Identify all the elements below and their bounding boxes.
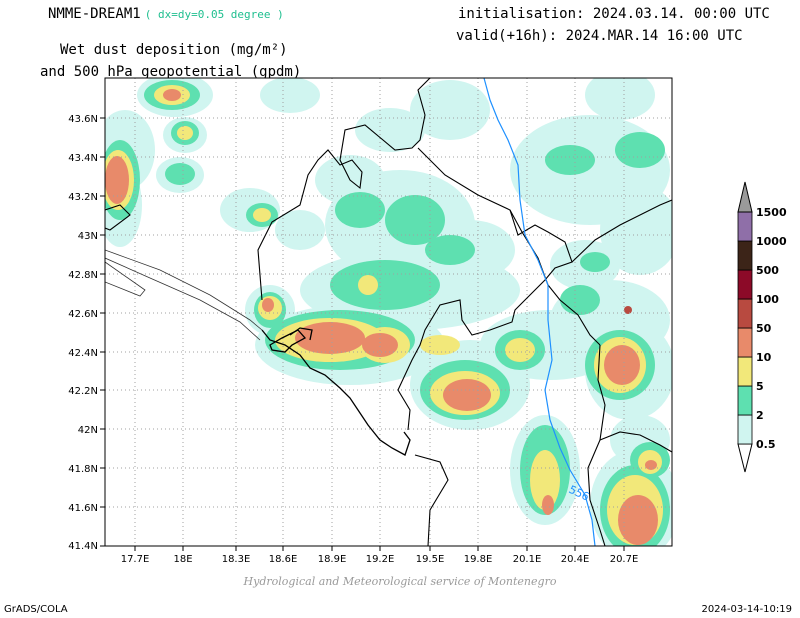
coastline	[261, 327, 411, 456]
grid-resolution-note: ( dx=dy=0.05 degree )	[144, 8, 284, 21]
lat-lon-grid	[105, 78, 672, 546]
software-credit: GrADS/COLA	[4, 604, 68, 615]
colorbar-under-arrow	[737, 443, 753, 473]
valid-time: valid(+16h): 2024.MAR.14 16:00 UTC	[456, 28, 743, 44]
colorbar-label: 1000	[756, 235, 787, 248]
lon-label: 17.7E	[121, 554, 150, 565]
lat-label: 42.2N	[68, 386, 98, 397]
lon-label: 18.9E	[318, 554, 347, 565]
lat-label: 43.4N	[68, 153, 98, 164]
lat-label: 43.6N	[68, 114, 98, 125]
colorbar-label: 5	[756, 380, 764, 393]
lon-label: 19.8E	[464, 554, 493, 565]
colorbar-segment	[737, 356, 753, 387]
colorbar-segment	[737, 240, 753, 271]
lon-label: 18E	[173, 554, 192, 565]
colorbar-legend: 0.5 2 5 10 50 100 500 1000 1500	[737, 181, 787, 473]
colorbar-label: 500	[756, 264, 779, 277]
map-title-line2: and 500 hPa geopotential (gpdm)	[40, 64, 302, 80]
colorbar-label: 2	[756, 409, 764, 422]
latitude-axis: 43.6N 43.4N 43.2N 43N 42.8N 42.6N 42.4N …	[68, 114, 105, 552]
lat-label: 41.4N	[68, 541, 98, 552]
italy-coast	[105, 249, 263, 341]
lat-label: 42.8N	[68, 270, 98, 281]
lon-label: 19.2E	[366, 554, 395, 565]
country-borders	[105, 78, 672, 546]
agency-credit: Hydrological and Meteorological service …	[243, 575, 557, 588]
lat-label: 42N	[78, 425, 98, 436]
geopotential-contour	[483, 78, 596, 546]
lon-label: 18.3E	[222, 554, 251, 565]
map-title-line1: Wet dust deposition (mg/m²)	[60, 42, 288, 58]
lat-label: 41.6N	[68, 503, 98, 514]
lat-label: 43N	[78, 231, 98, 242]
deposition-level-50	[624, 306, 632, 314]
colorbar-segment	[737, 385, 753, 416]
colorbar-label: 100	[756, 293, 779, 306]
lon-label: 20.4E	[561, 554, 590, 565]
initialisation-time: initialisation: 2024.03.14. 00:00 UTC	[458, 6, 770, 22]
colorbar-segment	[737, 269, 753, 300]
colorbar-label: 0.5	[756, 438, 776, 451]
lon-label: 18.6E	[269, 554, 298, 565]
colorbar-label: 50	[756, 322, 772, 335]
lat-label: 43.2N	[68, 192, 98, 203]
colorbar-over-arrow	[737, 181, 753, 213]
lon-label: 20.7E	[610, 554, 639, 565]
colorbar-segment	[737, 414, 753, 445]
colorbar-segment	[737, 327, 753, 358]
colorbar-segment	[737, 211, 753, 242]
lon-label: 20.1E	[513, 554, 542, 565]
lat-label: 42.6N	[68, 309, 98, 320]
colorbar-label: 1500	[756, 206, 787, 219]
lat-label: 42.4N	[68, 348, 98, 359]
render-timestamp: 2024-03-14-10:19	[701, 604, 792, 615]
colorbar-label: 10	[756, 351, 772, 364]
deposition-field: 556	[105, 78, 672, 546]
model-title: NMME-DREAM1	[48, 6, 141, 22]
lat-label: 41.8N	[68, 464, 98, 475]
colorbar-segment	[737, 298, 753, 329]
model-name: NMME-DREAM1( dx=dy=0.05 degree )	[48, 6, 284, 22]
map-frame	[104, 77, 673, 547]
longitude-axis: 17.7E 18E 18.3E 18.6E 18.9E 19.2E 19.5E …	[121, 546, 639, 565]
lon-label: 19.5E	[416, 554, 445, 565]
